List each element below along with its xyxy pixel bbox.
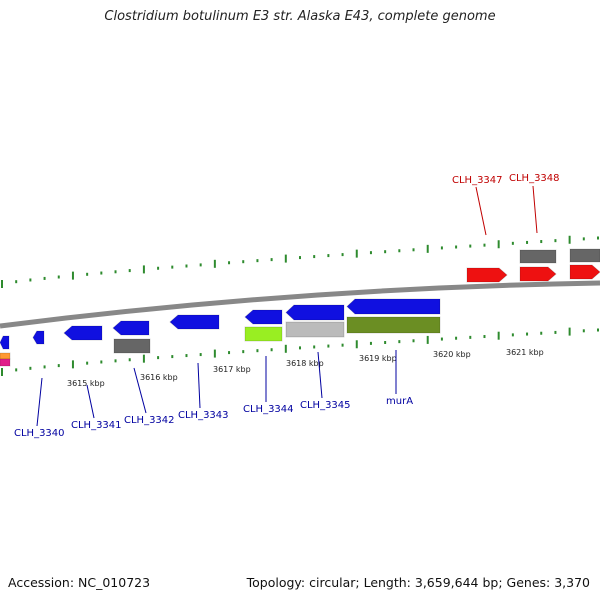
gene-block — [244, 326, 283, 342]
gene-block — [0, 352, 11, 360]
gene-arrow — [169, 314, 220, 330]
leader-line — [36, 377, 43, 427]
kbp-label: 3616 kbp — [140, 373, 178, 382]
gene-arrow — [285, 304, 345, 321]
gene-block — [346, 316, 441, 334]
gene-label: CLH_3344 — [243, 404, 294, 415]
kbp-label: 3621 kbp — [506, 348, 544, 357]
gene-label: CLH_3341 — [71, 420, 122, 431]
gene-arrow — [569, 264, 600, 280]
gene-label: CLH_3345 — [300, 400, 351, 411]
gene-label: CLH_3342 — [124, 415, 175, 426]
inner-tick-ring — [1, 327, 599, 376]
kbp-label: 3618 kbp — [286, 359, 324, 368]
gene-label: CLH_3343 — [178, 410, 229, 421]
leader-line — [197, 362, 201, 409]
gene-arrow — [466, 267, 508, 283]
leader-line — [532, 185, 538, 234]
gene-label: CLH_3340 — [14, 428, 65, 439]
gene-labels: CLH_3347 CLH_3348 CLH_3340 CLH_3341 CLH_3342… — [14, 173, 560, 439]
gene-label: CLH_3347 — [452, 175, 503, 186]
gene-block — [285, 321, 345, 338]
kbp-label: 3617 kbp — [213, 365, 251, 374]
gene-arrow — [112, 320, 150, 336]
gene-arrow — [346, 298, 441, 315]
label-leader-lines — [36, 185, 538, 427]
kbp-label: 3615 kbp — [67, 379, 105, 388]
outer-tick-ring — [1, 235, 599, 288]
map-title: Clostridium botulinum E3 str. Alaska E43… — [104, 9, 496, 24]
gene-arrow — [519, 266, 557, 282]
kbp-label: 3619 kbp — [359, 354, 397, 363]
gene-label: CLH_3348 — [509, 173, 560, 184]
leader-line — [86, 384, 95, 419]
leader-line — [133, 367, 147, 414]
gene-arrow — [0, 335, 10, 350]
genome-summary-text: Topology: circular; Length: 3,659,644 bp… — [246, 575, 590, 590]
genome-backbone — [0, 280, 600, 329]
gene-label: murA — [386, 396, 413, 407]
kbp-label: 3620 kbp — [433, 350, 471, 359]
gene-block — [569, 248, 600, 263]
leader-line — [475, 186, 487, 236]
kbp-scale-labels: 3615 kbp 3616 kbp 3617 kbp 3618 kbp 3619 kbp… — [67, 348, 544, 388]
gene-arrow — [32, 330, 45, 345]
gene-features — [0, 248, 600, 367]
gene-arrow — [63, 325, 103, 341]
gene-arrow — [244, 309, 283, 325]
gene-block — [0, 358, 11, 367]
accession-text: Accession: NC_010723 — [8, 575, 151, 590]
gene-block — [519, 249, 557, 264]
leader-line — [317, 351, 323, 399]
gene-block — [113, 338, 151, 354]
